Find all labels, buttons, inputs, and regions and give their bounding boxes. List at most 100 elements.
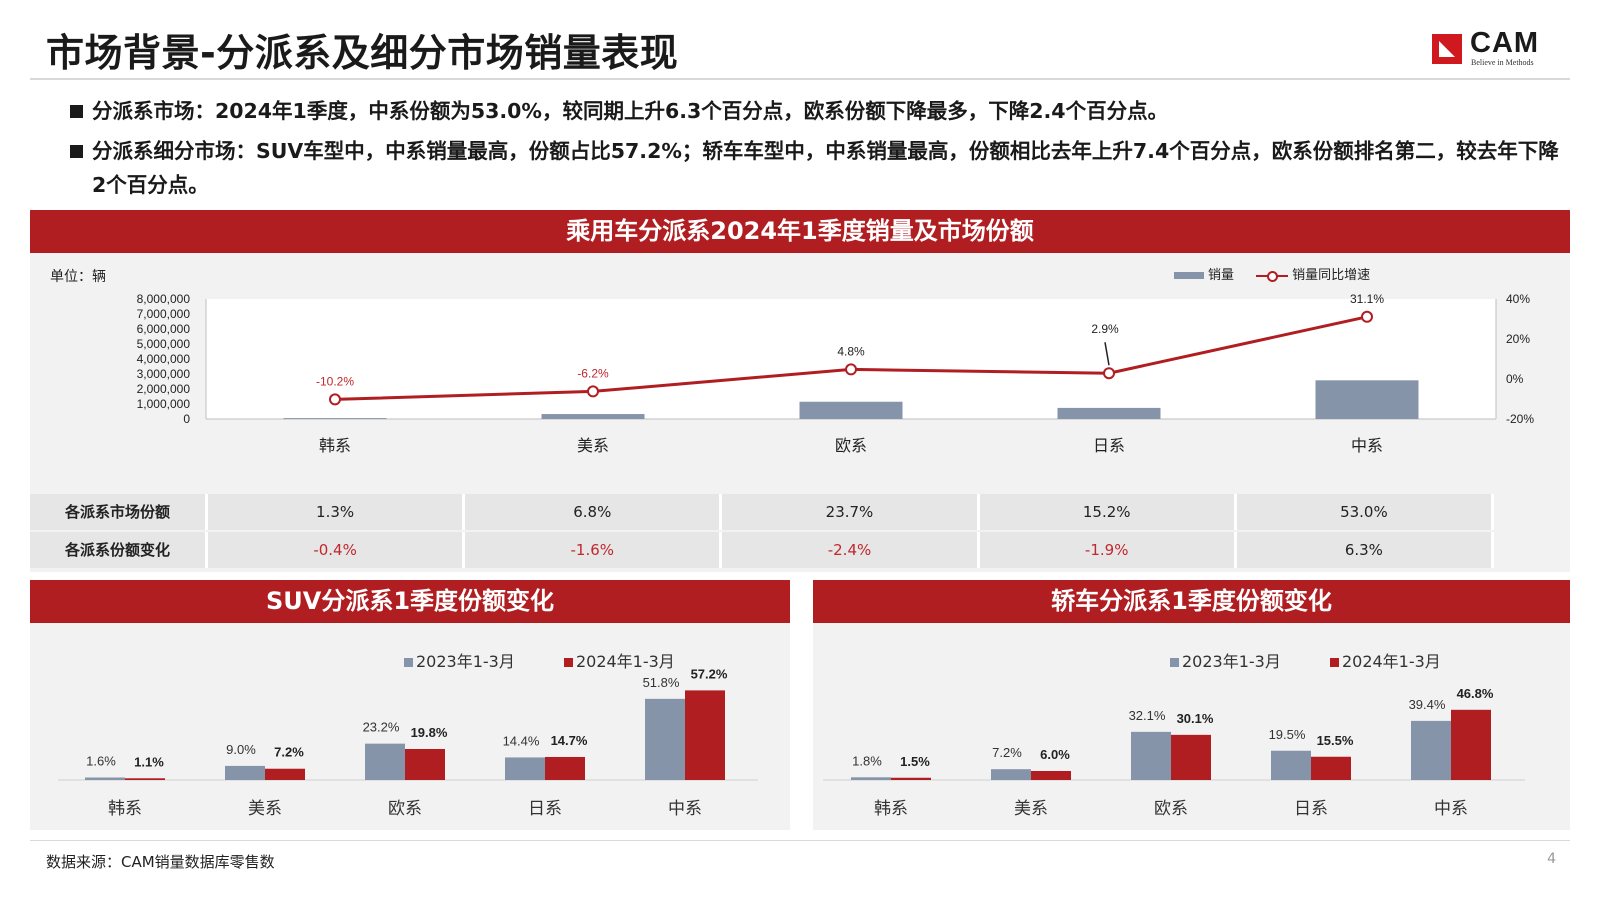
bar-2023 [1411,720,1451,780]
bar-2023 [991,769,1031,780]
x-tick-label: 日系 [528,799,562,818]
sedan-legend-label-2024: 2024年1-3月 [1341,652,1441,671]
growth-point [587,385,599,398]
sales-bar [1315,380,1419,419]
share-row-header: 各派系市场份额 [30,494,208,530]
sales-bar [799,401,903,419]
data-label-2023: 32.1% [1129,708,1166,723]
cam-logo: CAM Believe in Methods [1430,27,1570,70]
suv-legend-label-2024: 2024年1-3月 [575,652,675,671]
growth-point [1103,367,1115,380]
bar-2023 [851,777,891,780]
legend-bar-swatch-icon [1174,272,1204,279]
y2-tick-label: 0% [1506,372,1524,386]
data-label-2024: 46.8% [1457,686,1494,701]
sedan-legend-label-2023: 2023年1-3月 [1182,652,1281,671]
legend-item-growth: 销量同比增速 [1256,264,1370,283]
bar-2024 [545,756,585,780]
bar-2024 [685,690,725,780]
y-tick-label: 7,000,000 [137,307,191,321]
data-label-2023: 1.6% [86,753,116,768]
sedan-panel-header: 轿车分派系1季度份额变化 [813,580,1570,623]
logo-tagline: Believe in Methods [1471,58,1534,67]
y2-tick-label: 20% [1506,332,1530,346]
data-label-2024: 1.5% [900,754,930,769]
x-tick-label: 中系 [1434,799,1468,818]
suv-share-chart: 1.6% 1.1% 韩系 9.0% 7.2% 美系 23.2% 19.8% 欧系 14.4% 14.… [58,666,758,818]
page-number: 4 [1547,851,1556,867]
y-tick-label: 2,000,000 [137,382,191,396]
main-sales-chart: 8,000,0007,000,0006,000,0005,000,0004,00… [137,292,1535,455]
data-label-2023: 19.5% [1269,727,1306,742]
x-tick-label: 欧系 [388,799,422,818]
sedan-legend: 2023年1-3月 2024年1-3月 [1170,648,1441,672]
bar-2024 [891,777,931,780]
logo-text: CAM [1470,27,1540,59]
bullet-text: 分派系细分市场：SUV车型中，中系销量最高，份额占比57.2%；轿车车型中，中系… [92,139,1559,197]
growth-data-label: 4.8% [837,344,865,358]
main-chart-panel: 乘用车分派系2024年1季度销量及市场份额 单位：辆 销量 销量同比增速 8,0… [30,210,1570,572]
data-label-2024: 1.1% [134,754,164,769]
growth-data-label: 31.1% [1350,292,1384,306]
growth-point [845,363,857,376]
y-tick-label: 0 [183,412,190,426]
x-tick-label: 中系 [668,799,702,818]
data-label-2023: 23.2% [363,720,400,735]
bullet-item: 分派系市场：2024年1季度，中系份额为53.0%，较同期上升6.3个百分点，欧… [70,94,1560,128]
change-cell: -1.9% [979,532,1237,568]
plot-area [206,299,1496,419]
share-cell: 1.3% [208,494,466,530]
bar-2023 [85,777,125,780]
x-tick-label: 韩系 [319,437,351,455]
x-tick-label: 欧系 [1154,799,1188,818]
data-label-2024: 57.2% [691,666,728,681]
legend-red-square-icon [1329,658,1339,667]
data-label-2024: 7.2% [274,745,304,760]
growth-point [329,393,341,406]
main-chart-legend: 销量 销量同比增速 [1174,264,1388,283]
page-title: 市场背景-分派系及细分市场销量表现 [46,31,679,75]
x-tick-label: 日系 [1093,437,1125,455]
suv-legend-item-2024: 2024年1-3月 [563,652,675,671]
unit-label: 单位：辆 [50,269,106,285]
y2-tick-label: 40% [1506,292,1530,306]
suv-panel-header: SUV分派系1季度份额变化 [30,580,790,623]
share-cell: 23.7% [722,494,980,530]
bar-2024 [125,778,165,780]
bar-2024 [1451,709,1491,780]
data-label-2023: 14.4% [503,733,540,748]
x-tick-label: 美系 [1014,799,1048,818]
sedan-share-panel: 轿车分派系1季度份额变化 2023年1-3月 2024年1-3月 1.8% 1.5… [813,580,1570,830]
bar-2023 [505,757,545,780]
data-label-2024: 30.1% [1177,711,1214,726]
legend-item-sales: 销量 [1174,264,1234,283]
y-tick-label: 3,000,000 [137,367,191,381]
bullet-text: 分派系市场：2024年1季度，中系份额为53.0%，较同期上升6.3个百分点，欧… [92,99,1169,123]
share-row: 各派系市场份额 1.3% 6.8% 23.7% 15.2% 53.0% [30,494,1494,530]
suv-legend-label-2023: 2023年1-3月 [416,652,515,671]
title-divider [30,78,1570,80]
legend-red-square-icon [563,658,573,667]
share-cell: 15.2% [979,494,1237,530]
data-label-2023: 1.8% [852,753,882,768]
x-tick-label: 中系 [1351,437,1383,455]
bullet-item: 分派系细分市场：SUV车型中，中系销量最高，份额占比57.2%；轿车车型中，中系… [70,134,1560,202]
data-label-2023: 7.2% [992,745,1022,760]
x-tick-label: 韩系 [108,799,142,818]
bar-2024 [405,748,445,780]
bar-2024 [1031,771,1071,780]
data-label-2024: 14.7% [551,733,588,748]
bar-2024 [1171,734,1211,780]
bar-2023 [225,765,265,780]
footer-divider [30,840,1570,841]
suv-legend: 2023年1-3月 2024年1-3月 [404,648,675,672]
y-tick-label: 4,000,000 [137,352,191,366]
growth-data-label: -10.2% [316,374,354,388]
legend-label-sales: 销量 [1208,268,1235,283]
suv-share-panel: SUV分派系1季度份额变化 2023年1-3月 2024年1-3月 1.6% 1.… [30,580,790,830]
data-label-2024: 15.5% [1317,733,1354,748]
data-label-2023: 9.0% [226,742,256,757]
sedan-legend-item-2024: 2024年1-3月 [1329,652,1441,671]
main-panel-header: 乘用车分派系2024年1季度销量及市场份额 [30,210,1570,253]
sales-bar [541,414,645,419]
